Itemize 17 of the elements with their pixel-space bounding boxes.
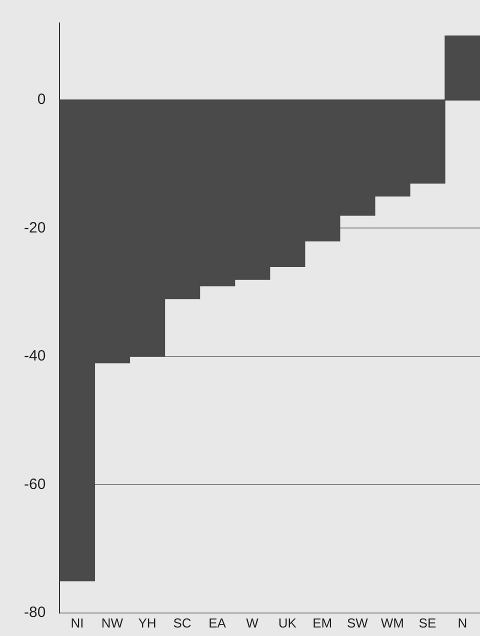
x-tick-label: EA bbox=[208, 615, 226, 630]
x-tick-label: NI bbox=[70, 615, 84, 630]
x-tick-label: SE bbox=[418, 615, 436, 630]
y-tick-label: -40 bbox=[24, 348, 46, 365]
x-tick-label: NW bbox=[101, 615, 124, 630]
x-tick-label: EM bbox=[312, 615, 332, 630]
y-tick-label: -80 bbox=[24, 604, 46, 622]
x-tick-label: N bbox=[458, 615, 468, 630]
x-tick-label: YH bbox=[138, 615, 156, 630]
y-tick-label: -20 bbox=[24, 219, 46, 236]
x-tick-label: WM bbox=[380, 615, 404, 630]
x-tick-label: SC bbox=[173, 615, 192, 630]
y-tick-label: 0 bbox=[37, 91, 46, 108]
x-tick-label: SW bbox=[346, 615, 369, 630]
x-tick-label: W bbox=[246, 615, 260, 630]
y-tick-label: -60 bbox=[24, 476, 46, 493]
x-tick-label: UK bbox=[278, 615, 297, 630]
